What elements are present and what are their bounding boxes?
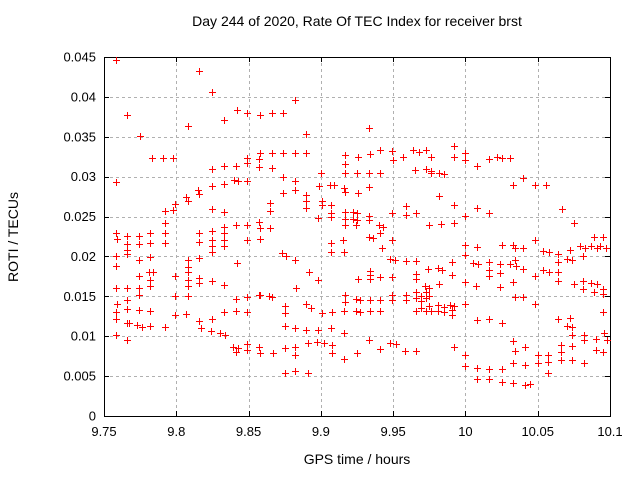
- svg-text:9.85: 9.85: [236, 424, 261, 439]
- svg-text:0.005: 0.005: [63, 369, 96, 384]
- svg-text:10.05: 10.05: [521, 424, 554, 439]
- svg-text:9.9: 9.9: [312, 424, 330, 439]
- svg-text:0.025: 0.025: [63, 209, 96, 224]
- svg-text:10.1: 10.1: [597, 424, 622, 439]
- svg-text:0.03: 0.03: [71, 169, 96, 184]
- svg-text:10: 10: [458, 424, 472, 439]
- svg-text:0.04: 0.04: [71, 89, 96, 104]
- svg-text:9.75: 9.75: [91, 424, 116, 439]
- tick-labels: 9.75 9.8 9.85 9.9 9.95 10 10.05 10.1 0 0.005 0.01 0…: [63, 50, 622, 440]
- svg-text:0: 0: [89, 409, 96, 424]
- svg-text:0.045: 0.045: [63, 50, 96, 65]
- svg-text:0.02: 0.02: [71, 249, 96, 264]
- y-axis-label: ROTI / TECUs: [5, 192, 21, 282]
- chart-title: Day 244 of 2020, Rate Of TEC Index for r…: [192, 13, 522, 29]
- svg-text:0.01: 0.01: [71, 329, 96, 344]
- x-axis-label: GPS time / hours: [303, 451, 411, 467]
- svg-text:9.8: 9.8: [167, 424, 185, 439]
- grid-lines: [104, 57, 610, 416]
- data-points: [113, 57, 611, 389]
- svg-text:0.035: 0.035: [63, 129, 96, 144]
- svg-text:9.95: 9.95: [380, 424, 405, 439]
- svg-text:0.015: 0.015: [63, 289, 96, 304]
- axes: [104, 57, 611, 417]
